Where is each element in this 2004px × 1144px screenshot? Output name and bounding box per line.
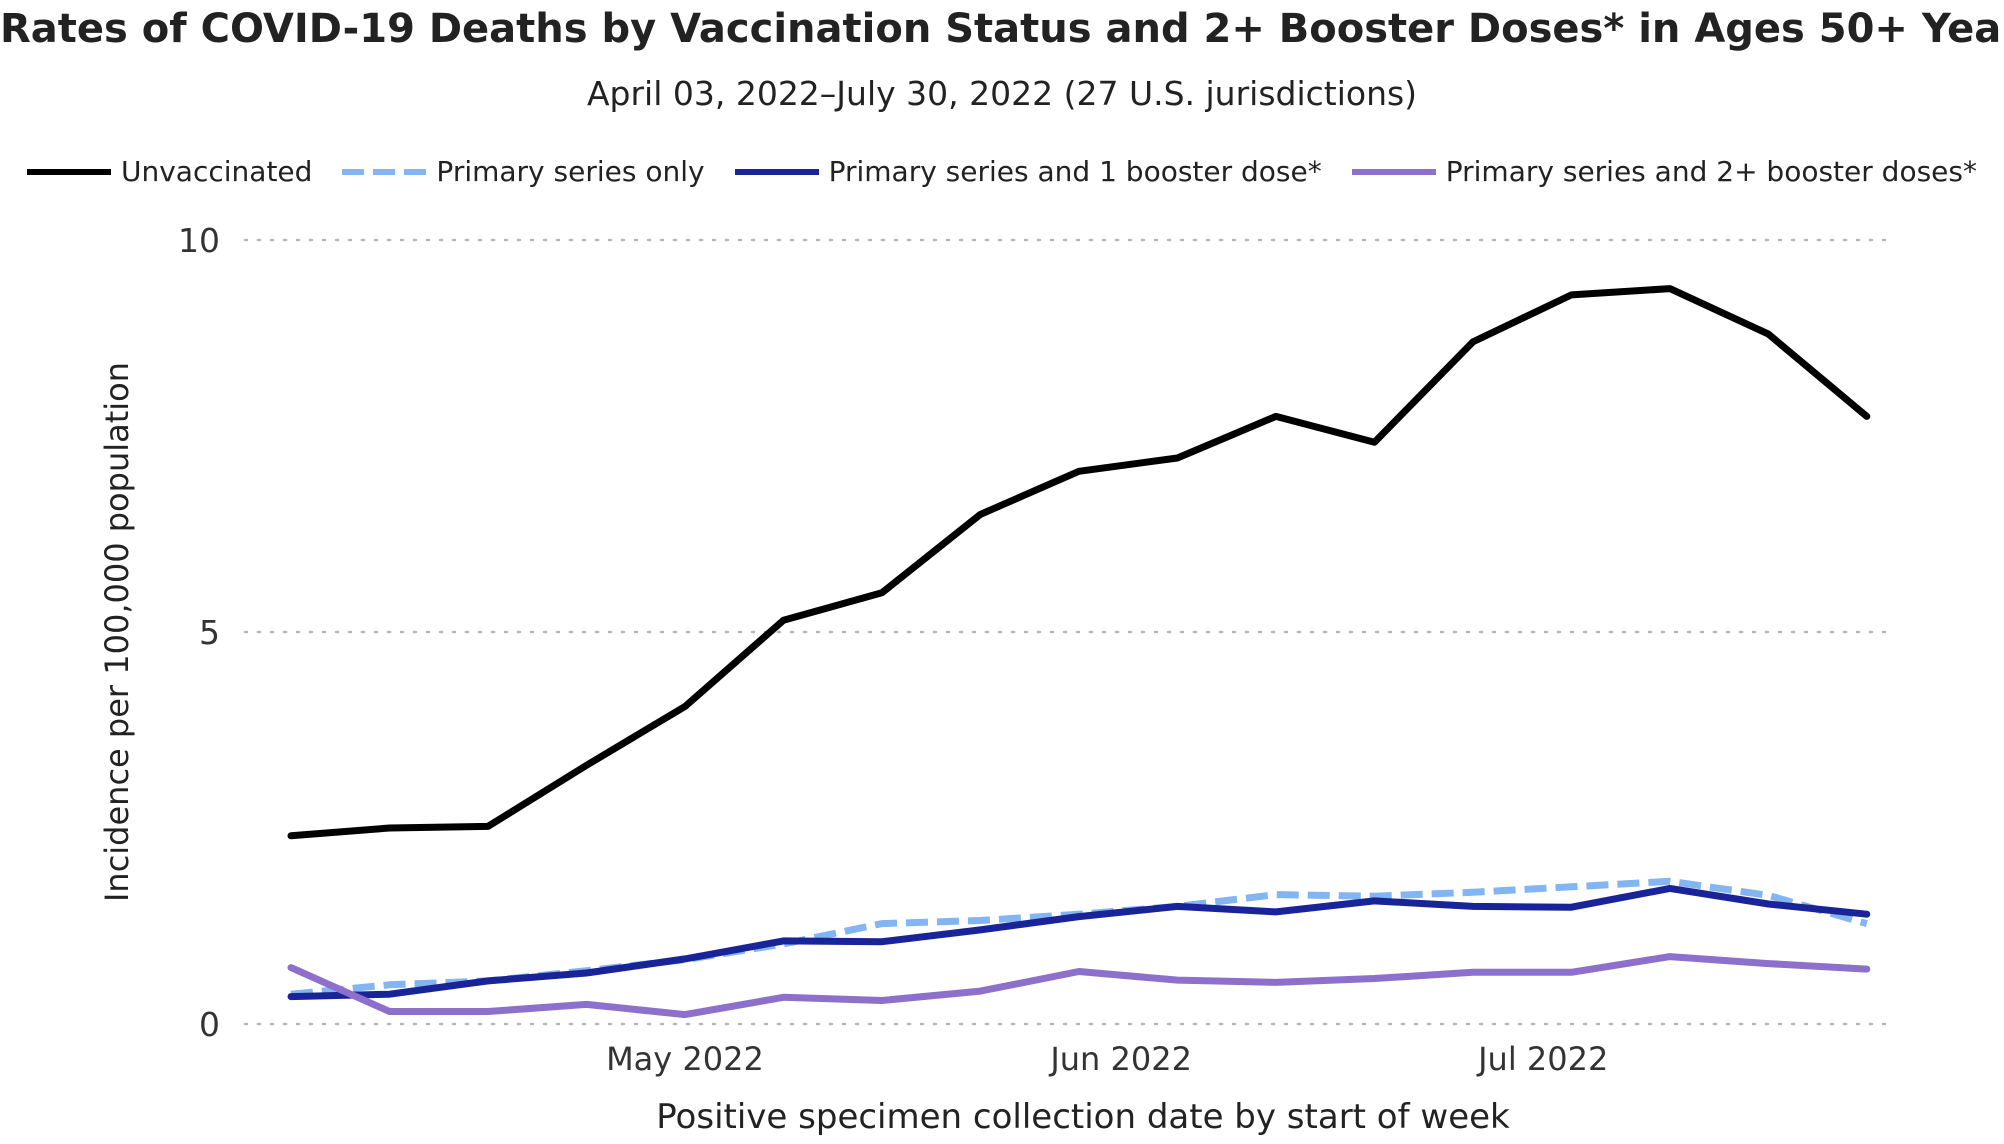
series-lines xyxy=(287,285,1871,1019)
legend-label-two-plus-boosters: Primary series and 2+ booster doses* xyxy=(1445,155,1977,188)
x-axis-ticks: May 2022 Jun 2022 Jul 2022 xyxy=(606,1040,1608,1078)
series-line-primary-series-and-2-booster-doses[interactable] xyxy=(287,953,1871,1019)
legend-item-two-plus-boosters[interactable]: Primary series and 2+ booster doses* xyxy=(1351,155,1977,188)
legend-item-primary-series-only[interactable]: Primary series only xyxy=(342,155,705,188)
y-axis-ticks: 0 5 10 xyxy=(178,221,220,1044)
x-axis-title: Positive specimen collection date by sta… xyxy=(656,1097,1510,1137)
y-tick-label: 5 xyxy=(199,613,220,652)
x-tick-label: Jun 2022 xyxy=(1048,1040,1192,1078)
y-tick-label: 0 xyxy=(199,1005,220,1044)
chart-subtitle: April 03, 2022–July 30, 2022 (27 U.S. ju… xyxy=(586,74,1418,113)
chart-title: Rates of COVID-19 Deaths by Vaccination … xyxy=(0,6,2004,52)
legend-swatch-one-booster xyxy=(734,168,819,175)
legend-swatch-unvaccinated xyxy=(27,168,111,175)
legend-item-one-booster[interactable]: Primary series and 1 booster dose* xyxy=(734,155,1322,188)
legend-swatch-two-plus-boosters xyxy=(1351,168,1436,175)
series-line-primary-series-and-1-booster-dose[interactable] xyxy=(287,884,1871,1001)
legend-label-unvaccinated: Unvaccinated xyxy=(121,155,313,188)
x-tick-label: May 2022 xyxy=(606,1040,764,1078)
gridlines xyxy=(243,238,1897,1026)
y-tick-label: 10 xyxy=(178,221,220,260)
series-line-unvaccinated[interactable] xyxy=(287,285,1871,840)
legend-item-unvaccinated[interactable]: Unvaccinated xyxy=(27,155,312,188)
x-tick-label: Jul 2022 xyxy=(1476,1040,1608,1078)
y-axis-title: Incidence per 100,000 population xyxy=(98,362,136,902)
legend-label-one-booster: Primary series and 1 booster dose* xyxy=(828,155,1322,188)
chart-legend: Unvaccinated Primary series only Primary… xyxy=(0,155,2004,188)
legend-swatch-primary-series-only xyxy=(342,168,427,175)
legend-label-primary-series-only: Primary series only xyxy=(436,155,705,188)
